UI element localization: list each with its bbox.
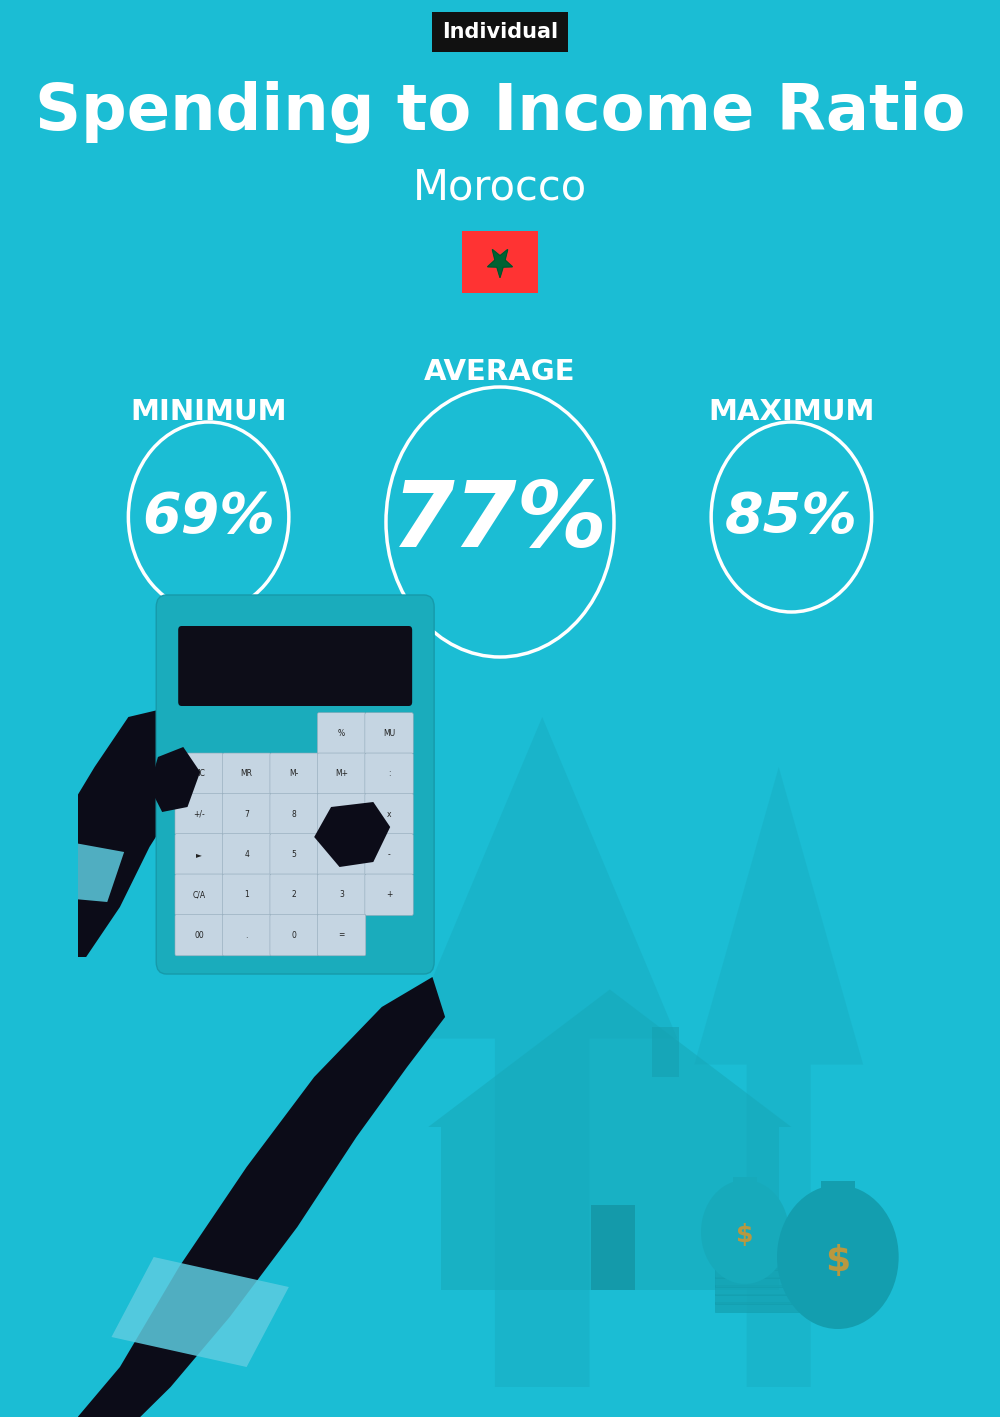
FancyBboxPatch shape [270, 794, 318, 835]
Text: 77%: 77% [392, 478, 608, 565]
Text: ►: ► [196, 850, 202, 859]
FancyBboxPatch shape [178, 626, 412, 706]
Text: MU: MU [383, 728, 395, 738]
Text: 8: 8 [292, 809, 296, 819]
Text: MINIMUM: MINIMUM [130, 398, 287, 427]
Text: C/A: C/A [193, 890, 206, 900]
Bar [733, 1178, 757, 1196]
Polygon shape [407, 717, 677, 1387]
Text: AVERAGE: AVERAGE [424, 359, 576, 385]
FancyBboxPatch shape [222, 752, 271, 795]
Text: Morocco: Morocco [413, 166, 587, 208]
FancyBboxPatch shape [317, 914, 366, 956]
Text: 1: 1 [244, 890, 249, 900]
FancyBboxPatch shape [222, 833, 271, 876]
Bar [715, 1285, 846, 1295]
Text: +: + [386, 890, 392, 900]
Text: M+: M+ [335, 769, 348, 778]
Bar [441, 1127, 779, 1289]
Text: 5: 5 [292, 850, 297, 859]
Text: $: $ [736, 1223, 754, 1247]
Text: Spending to Income Ratio: Spending to Income Ratio [35, 81, 965, 143]
Text: 3: 3 [339, 890, 344, 900]
Text: MAXIMUM: MAXIMUM [708, 398, 875, 427]
Text: -: - [388, 850, 390, 859]
Text: 0: 0 [292, 931, 297, 939]
Text: 4: 4 [244, 850, 249, 859]
Polygon shape [694, 767, 863, 1387]
Bar [715, 1260, 846, 1270]
Circle shape [777, 1185, 899, 1329]
Text: x: x [387, 809, 391, 819]
FancyBboxPatch shape [175, 794, 223, 835]
FancyBboxPatch shape [270, 833, 318, 876]
FancyBboxPatch shape [222, 914, 271, 956]
Text: :: : [388, 769, 390, 778]
Text: 00: 00 [194, 931, 204, 939]
Bar [715, 1302, 846, 1312]
Polygon shape [314, 802, 390, 867]
Polygon shape [111, 1257, 289, 1367]
FancyBboxPatch shape [175, 752, 223, 795]
Text: MC: MC [193, 769, 205, 778]
FancyBboxPatch shape [317, 713, 366, 754]
FancyBboxPatch shape [365, 713, 413, 754]
Polygon shape [78, 976, 445, 1417]
FancyBboxPatch shape [175, 914, 223, 956]
FancyBboxPatch shape [317, 833, 366, 876]
Text: 69%: 69% [142, 490, 275, 544]
FancyBboxPatch shape [270, 752, 318, 795]
Text: 9: 9 [339, 809, 344, 819]
Circle shape [701, 1180, 789, 1284]
FancyBboxPatch shape [222, 874, 271, 915]
FancyBboxPatch shape [365, 794, 413, 835]
FancyBboxPatch shape [365, 752, 413, 795]
Text: MR: MR [241, 769, 253, 778]
FancyBboxPatch shape [365, 833, 413, 876]
FancyBboxPatch shape [365, 874, 413, 915]
Polygon shape [488, 249, 512, 278]
Bar [715, 1268, 846, 1278]
Text: .: . [245, 931, 248, 939]
Polygon shape [428, 989, 791, 1127]
FancyBboxPatch shape [156, 595, 434, 973]
FancyBboxPatch shape [270, 914, 318, 956]
Text: +/-: +/- [193, 809, 205, 819]
FancyBboxPatch shape [317, 752, 366, 795]
Bar [462, 231, 538, 293]
Bar [821, 1182, 855, 1207]
Text: M-: M- [289, 769, 299, 778]
FancyBboxPatch shape [317, 874, 366, 915]
Text: Individual: Individual [442, 23, 558, 43]
Bar [715, 1294, 846, 1304]
Text: $: $ [825, 1244, 850, 1278]
Text: 85%: 85% [725, 490, 858, 544]
Text: =: = [338, 931, 345, 939]
Bar [591, 1204, 635, 1289]
Polygon shape [52, 707, 209, 956]
FancyBboxPatch shape [175, 874, 223, 915]
Text: 7: 7 [244, 809, 249, 819]
FancyBboxPatch shape [317, 794, 366, 835]
Text: 6: 6 [339, 850, 344, 859]
FancyBboxPatch shape [222, 794, 271, 835]
Text: 2: 2 [292, 890, 296, 900]
Bar [715, 1277, 846, 1287]
FancyBboxPatch shape [175, 833, 223, 876]
Text: %: % [338, 728, 345, 738]
Bar [652, 1027, 679, 1077]
FancyBboxPatch shape [270, 874, 318, 915]
Polygon shape [52, 842, 124, 903]
Polygon shape [149, 747, 200, 812]
